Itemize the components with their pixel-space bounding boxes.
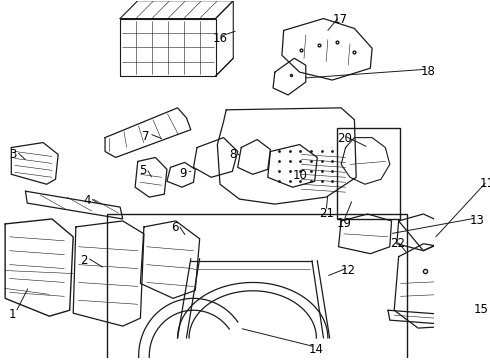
Text: 5: 5 xyxy=(140,165,147,177)
Text: 9: 9 xyxy=(179,167,187,180)
Text: 6: 6 xyxy=(172,221,179,234)
Text: 1: 1 xyxy=(9,308,16,321)
Text: 19: 19 xyxy=(337,217,352,230)
Bar xyxy=(107,214,408,360)
Text: 21: 21 xyxy=(319,207,334,220)
Text: 13: 13 xyxy=(469,214,484,227)
Text: 15: 15 xyxy=(474,303,489,316)
Text: 11: 11 xyxy=(480,177,490,190)
Text: 7: 7 xyxy=(142,130,149,143)
Text: 2: 2 xyxy=(80,254,88,267)
Text: 10: 10 xyxy=(293,169,307,183)
Text: 18: 18 xyxy=(421,65,436,78)
Text: 17: 17 xyxy=(332,13,347,26)
Text: 16: 16 xyxy=(213,32,228,45)
Text: 4: 4 xyxy=(83,194,91,207)
Text: 22: 22 xyxy=(390,237,405,250)
Text: 14: 14 xyxy=(308,343,323,356)
Text: 8: 8 xyxy=(229,148,236,161)
Text: 12: 12 xyxy=(341,264,356,276)
Text: 3: 3 xyxy=(9,148,17,161)
Bar xyxy=(337,128,400,219)
Text: 20: 20 xyxy=(337,132,352,145)
